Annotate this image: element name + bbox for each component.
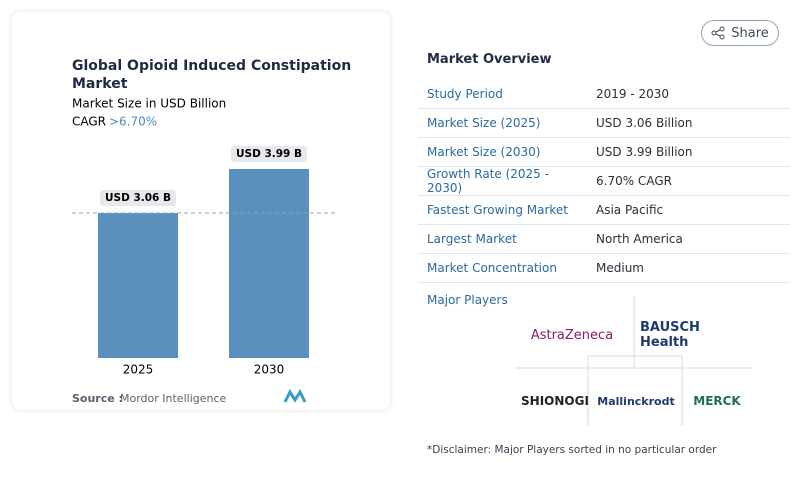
x-tick-label: 2025 [123, 363, 154, 377]
overview-key: Growth Rate (2025 - 2030) [418, 166, 587, 196]
logo-astrazeneca: AstraZeneca [530, 327, 614, 343]
source-label: Source : [72, 392, 123, 405]
share-button[interactable]: Share [701, 20, 779, 46]
value-label: USD 3.06 B [105, 192, 171, 204]
overview-value: USD 3.99 Billion [587, 137, 790, 167]
overview-key: Study Period [418, 80, 587, 109]
overview-row: Market Size (2025) USD 3.06 Billion [418, 108, 790, 138]
chart: Global Opioid Induced Constipation Market… [72, 58, 351, 405]
overview-row: Market Size (2030) USD 3.99 Billion [418, 137, 790, 167]
cagr-value: >6.70% [109, 115, 157, 129]
source: Mordor Intelligence [120, 392, 227, 405]
logo-bausch: BAUSCH Health [640, 320, 700, 350]
overview-value: Asia Pacific [587, 195, 790, 225]
disclaimer: *Disclaimer: Major Players sorted in no … [427, 444, 717, 456]
share-icon [711, 26, 725, 40]
overview-key: Fastest Growing Market [418, 195, 587, 225]
bar [229, 169, 309, 358]
overview-key: Market Size (2030) [418, 137, 587, 167]
overview-key: Market Size (2025) [418, 108, 587, 138]
overview-value: Medium [587, 253, 790, 283]
logo-grid [516, 296, 752, 426]
overview-row: Study Period 2019 - 2030 [418, 80, 790, 109]
value-label: USD 3.99 B [236, 148, 302, 160]
logo-shionogi: SHIONOGI [521, 394, 589, 408]
overview-table: Study Period 2019 - 2030 Market Size (2025… [418, 80, 790, 283]
overview-key: Largest Market [418, 224, 587, 254]
brand-logo [283, 388, 307, 403]
players-title: Major Players [427, 293, 508, 307]
chart-title: Global Opioid Induced Constipation Market [72, 58, 351, 92]
overview-row: Largest Market North America [418, 224, 790, 254]
overview-value: North America [587, 224, 790, 254]
overview-title: Market Overview [427, 52, 552, 67]
bar [98, 213, 178, 358]
overview-value: 6.70% CAGR [587, 166, 790, 196]
x-tick-label: 2030 [254, 363, 285, 377]
overview-key: Market Concentration [418, 253, 587, 283]
overview-value: USD 3.06 Billion [587, 108, 790, 138]
overview-row: Growth Rate (2025 - 2030) 6.70% CAGR [418, 166, 790, 196]
cagr-label: CAGR [72, 115, 106, 129]
overview-row: Fastest Growing Market Asia Pacific [418, 195, 790, 225]
chart-subtitle: Market Size in USD Billion [72, 97, 226, 111]
overview-row: Market Concentration Medium [418, 253, 790, 283]
overview-value: 2019 - 2030 [587, 80, 790, 109]
logo-merck: MERCK [693, 394, 741, 408]
value-label-bg [231, 146, 307, 162]
value-label-bg [100, 190, 176, 207]
chart-card [12, 12, 390, 410]
logo-mallinckrodt: Mallinckrodt [597, 394, 675, 408]
share-label: Share [731, 25, 769, 41]
